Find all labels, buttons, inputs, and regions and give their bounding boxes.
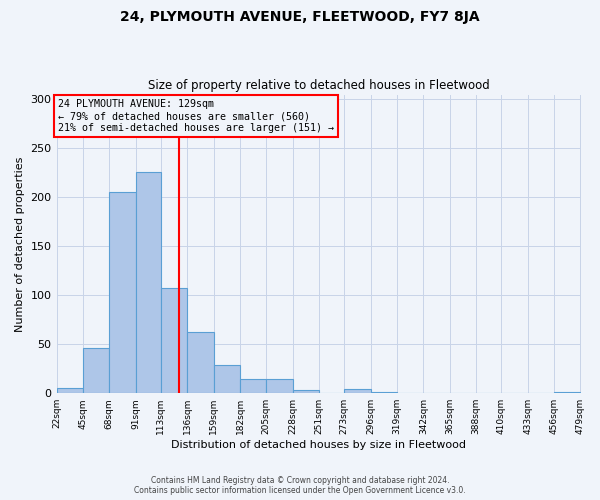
Bar (109, 192, 136, 393)
Title: Size of property relative to detached houses in Fleetwood: Size of property relative to detached ho… (148, 79, 490, 92)
Bar (240, 378, 266, 393)
Bar (554, 392, 580, 393)
Text: 24 PLYMOUTH AVENUE: 129sqm
← 79% of detached houses are smaller (560)
21% of sem: 24 PLYMOUTH AVENUE: 129sqm ← 79% of deta… (58, 100, 334, 132)
Text: Contains HM Land Registry data © Crown copyright and database right 2024.
Contai: Contains HM Land Registry data © Crown c… (134, 476, 466, 495)
Bar (83, 348, 109, 393)
Bar (266, 380, 293, 393)
Bar (293, 390, 319, 393)
Y-axis label: Number of detached properties: Number of detached properties (15, 156, 25, 332)
Bar (371, 392, 397, 393)
Bar (56, 388, 83, 393)
Bar (187, 332, 214, 393)
Bar (161, 288, 187, 393)
Bar (214, 365, 240, 393)
Bar (136, 172, 161, 393)
Bar (344, 390, 371, 393)
X-axis label: Distribution of detached houses by size in Fleetwood: Distribution of detached houses by size … (171, 440, 466, 450)
Text: 24, PLYMOUTH AVENUE, FLEETWOOD, FY7 8JA: 24, PLYMOUTH AVENUE, FLEETWOOD, FY7 8JA (120, 10, 480, 24)
